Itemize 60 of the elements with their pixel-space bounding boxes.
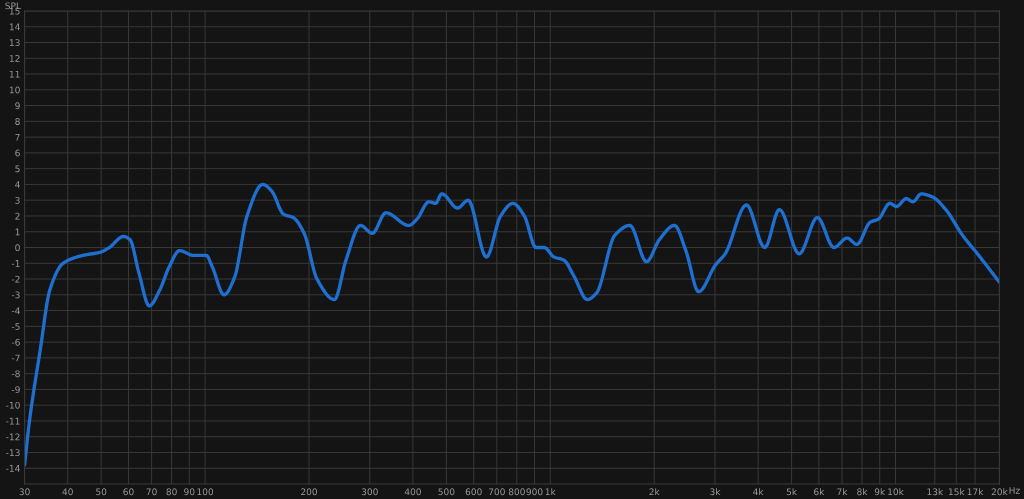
x-tick-label: 500 xyxy=(438,488,455,496)
y-tick-label: 7 xyxy=(15,133,20,141)
x-tick-label: 17k xyxy=(967,488,984,496)
x-tick-label: 8k xyxy=(857,488,868,496)
y-tick-label: -11 xyxy=(6,417,20,425)
x-axis-title: Hz xyxy=(1009,487,1020,494)
x-tick-label: 30 xyxy=(19,488,30,496)
y-tick-label: -12 xyxy=(6,433,20,441)
x-tick-label: 4k xyxy=(753,488,764,496)
x-tick-label: 15k xyxy=(948,488,965,496)
x-tick-label: 700 xyxy=(488,488,505,496)
x-tick-label: 200 xyxy=(301,488,318,496)
y-tick-label: 11 xyxy=(9,70,20,78)
x-tick-label: 800 xyxy=(508,488,525,496)
y-tick-label: 2 xyxy=(15,212,20,220)
x-tick-label: 400 xyxy=(404,488,421,496)
x-tick-label: 50 xyxy=(96,488,107,496)
x-tick-label: 6k xyxy=(814,488,825,496)
y-tick-label: -14 xyxy=(6,465,20,472)
x-tick-label: 300 xyxy=(361,488,378,496)
y-tick-label: -5 xyxy=(11,323,20,330)
x-tick-label: 9k xyxy=(874,488,886,496)
y-tick-label: -8 xyxy=(11,370,20,378)
x-tick-label: 60 xyxy=(123,488,134,496)
x-tick-label: 7k xyxy=(837,488,848,496)
x-tick-label: 2k xyxy=(649,488,660,496)
y-tick-label: -13 xyxy=(6,449,20,457)
x-tick-label: 3k xyxy=(710,488,721,496)
x-tick-label: 100 xyxy=(197,488,214,496)
y-tick-label: -4 xyxy=(11,307,20,315)
x-tick-label: 13k xyxy=(927,488,944,496)
x-tick-label: 70 xyxy=(146,488,157,496)
x-tick-label: 20k xyxy=(991,488,1008,496)
y-tick-label: 14 xyxy=(9,23,20,31)
x-tick-label: 10k xyxy=(888,488,904,496)
y-tick-label: 8 xyxy=(15,118,20,125)
y-tick-label: -1 xyxy=(11,260,20,267)
y-tick-label: 1 xyxy=(15,228,20,236)
y-tick-label: 6 xyxy=(15,149,20,157)
y-tick-label: 5 xyxy=(15,165,20,173)
y-tick-label: 4 xyxy=(15,181,20,188)
y-tick-label: 13 xyxy=(9,39,20,47)
y-tick-label: -10 xyxy=(6,401,20,409)
y-tick-label: -6 xyxy=(11,338,20,346)
y-tick-label: -3 xyxy=(11,291,20,299)
y-tick-label: -7 xyxy=(11,354,20,362)
x-tick-label: 80 xyxy=(166,488,177,496)
y-tick-label: 10 xyxy=(9,86,20,94)
x-tick-label: 5k xyxy=(786,488,798,496)
y-tick-label: 9 xyxy=(15,102,20,110)
x-tick-label: 600 xyxy=(465,488,482,496)
y-tick-label: 0 xyxy=(15,244,20,252)
y-tick-label: 12 xyxy=(9,55,20,62)
x-tick-label: 40 xyxy=(62,488,73,496)
y-tick-label: -2 xyxy=(11,275,20,283)
x-tick-label: 1k xyxy=(545,488,556,496)
y-tick-label: -9 xyxy=(11,386,20,393)
x-tick-label: 900 xyxy=(526,488,543,496)
y-tick-label: 3 xyxy=(15,196,20,204)
x-tick-label: 90 xyxy=(184,488,195,496)
